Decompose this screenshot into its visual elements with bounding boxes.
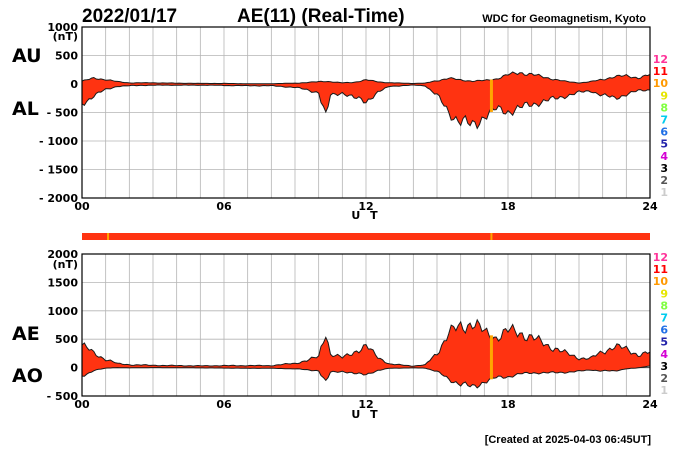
source-label: WDC for Geomagnetism, Kyoto bbox=[482, 13, 646, 25]
station-label: 2 bbox=[660, 174, 668, 187]
date-title: 2022/01/17 bbox=[82, 6, 177, 27]
x-tick-label: 12 bbox=[358, 200, 373, 213]
chart-title: AE(11) (Real-Time) bbox=[237, 6, 405, 27]
station-label: 9 bbox=[660, 287, 668, 300]
y-tick-label: - 500 bbox=[47, 390, 79, 403]
x-tick-label: 06 bbox=[216, 398, 232, 411]
station-label: 1 bbox=[660, 186, 668, 199]
series-line-al bbox=[81, 84, 651, 130]
plot-frame bbox=[81, 253, 651, 397]
x-tick-label: 18 bbox=[500, 398, 515, 411]
station-bar bbox=[82, 233, 650, 240]
x-tick-label: 24 bbox=[642, 398, 658, 411]
y-tick-label: 1000 bbox=[47, 305, 78, 318]
station-label: 12 bbox=[653, 53, 668, 66]
unit-label: (nT) bbox=[53, 258, 78, 271]
y-tick-label: 1000 bbox=[47, 21, 78, 34]
series-line-ae bbox=[81, 318, 651, 367]
y-tick-label: - 500 bbox=[47, 107, 79, 120]
station-label: 2 bbox=[660, 372, 668, 385]
x-axis-label: U T bbox=[351, 209, 380, 222]
side-label-au: AU bbox=[12, 45, 42, 67]
series-line-au bbox=[81, 71, 651, 85]
station-label: 7 bbox=[660, 312, 668, 325]
station-label: 4 bbox=[660, 348, 668, 361]
series-line-ao bbox=[81, 365, 651, 389]
side-label-ae: AE bbox=[12, 323, 40, 345]
y-tick-label: 500 bbox=[55, 333, 78, 346]
x-tick-label: 12 bbox=[358, 398, 373, 411]
x-tick-label: 00 bbox=[74, 398, 90, 411]
station-label: 7 bbox=[660, 114, 668, 127]
station-label: 8 bbox=[660, 101, 668, 114]
area-fill bbox=[82, 319, 650, 388]
x-tick-label: 06 bbox=[216, 200, 232, 213]
created-timestamp: [Created at 2025-04-03 06:45UT] bbox=[485, 434, 652, 446]
y-tick-label: - 2000 bbox=[39, 192, 78, 205]
station-label: 5 bbox=[660, 138, 668, 151]
plot-frame bbox=[81, 26, 651, 199]
station-label: 10 bbox=[653, 77, 669, 90]
y-tick-label: 2000 bbox=[47, 248, 78, 261]
x-axis-label: U T bbox=[351, 408, 380, 421]
station-label: 3 bbox=[660, 162, 668, 175]
side-label-al: AL bbox=[12, 98, 39, 120]
station-label: 3 bbox=[660, 360, 668, 373]
station-label: 1 bbox=[660, 384, 668, 397]
station-label: 10 bbox=[653, 275, 669, 288]
station-label: 4 bbox=[660, 150, 668, 163]
y-tick-label: 0 bbox=[70, 362, 78, 375]
y-tick-label: 0 bbox=[70, 78, 78, 91]
side-label-ao: AO bbox=[12, 365, 43, 387]
x-tick-label: 18 bbox=[500, 200, 515, 213]
y-tick-label: 500 bbox=[55, 50, 78, 63]
station-label: 6 bbox=[660, 324, 668, 337]
x-tick-label: 00 bbox=[74, 200, 90, 213]
y-tick-label: 1500 bbox=[47, 276, 78, 289]
area-fill bbox=[82, 72, 650, 129]
station-label: 9 bbox=[660, 89, 668, 102]
station-label: 11 bbox=[653, 65, 668, 78]
station-label: 12 bbox=[653, 251, 668, 264]
x-tick-label: 24 bbox=[642, 200, 658, 213]
station-bar-fill bbox=[82, 233, 650, 240]
station-label: 8 bbox=[660, 299, 668, 312]
station-label: 5 bbox=[660, 336, 668, 349]
unit-label: (nT) bbox=[53, 30, 78, 43]
y-tick-label: - 1500 bbox=[39, 164, 78, 177]
y-tick-label: - 1000 bbox=[39, 135, 78, 148]
station-label: 6 bbox=[660, 126, 668, 139]
station-label: 11 bbox=[653, 263, 668, 276]
